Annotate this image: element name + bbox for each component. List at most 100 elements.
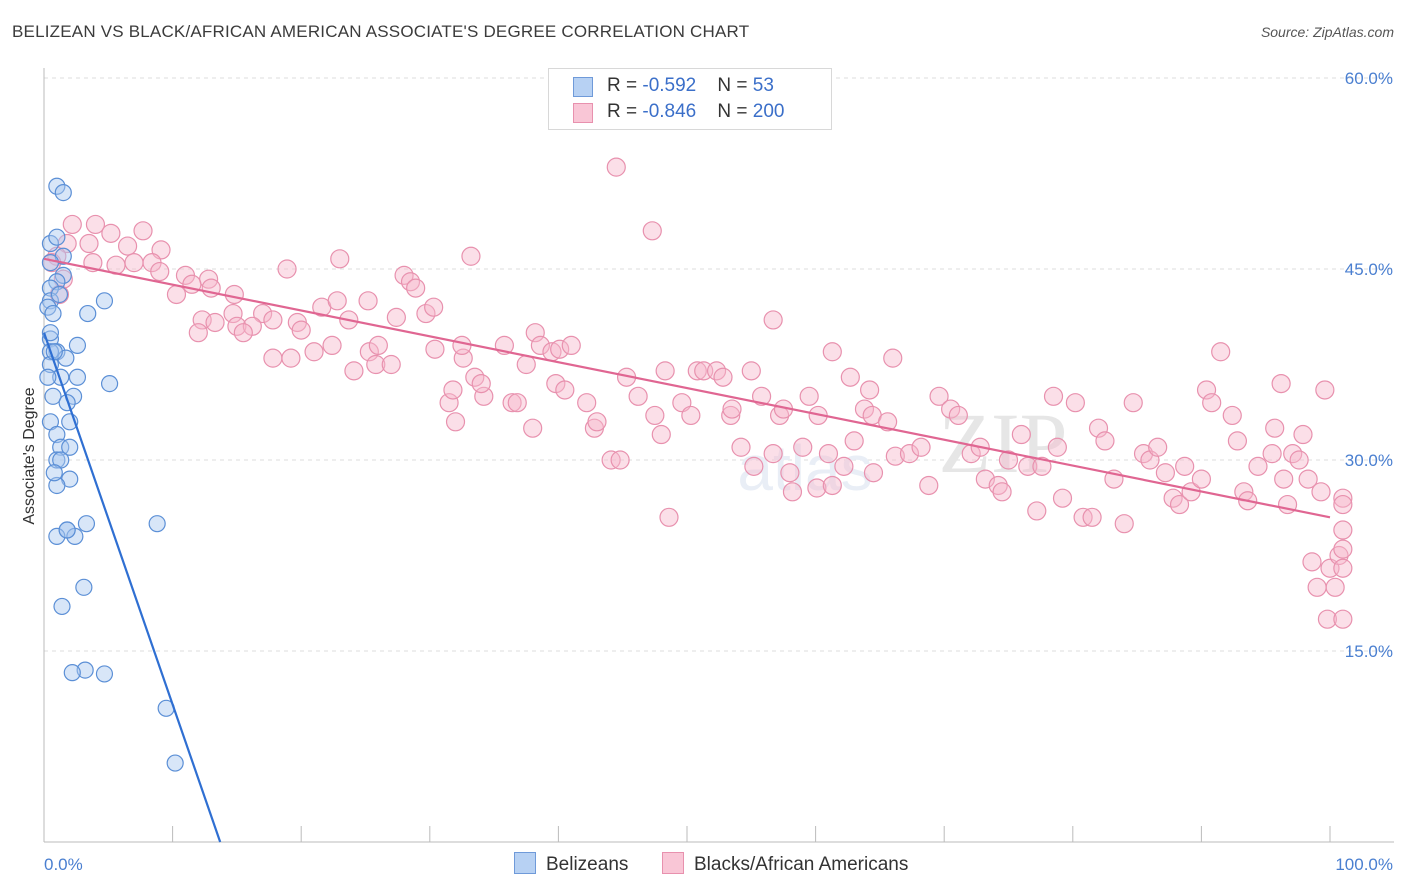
black-point — [327, 291, 347, 311]
black-point — [1222, 405, 1242, 426]
black-point — [577, 393, 597, 413]
axis-labels: 15.0% 30.0% 45.0% 60.0% 0.0% 100.0% Associate'… — [21, 69, 1393, 874]
black-point — [782, 482, 803, 502]
belizean-point — [48, 476, 66, 495]
black-point — [1289, 450, 1309, 470]
black-point — [651, 424, 671, 445]
trend-lines — [42, 257, 1331, 843]
belizean-point — [58, 521, 76, 539]
black-point — [304, 342, 324, 362]
black-point — [919, 475, 939, 496]
black-point — [1047, 437, 1067, 457]
black-point — [822, 342, 842, 362]
black-point — [642, 221, 662, 241]
black-point — [1333, 520, 1353, 540]
black-point — [799, 386, 819, 406]
bottom-swatch-black — [662, 852, 684, 874]
black-point — [263, 348, 283, 368]
legend-n-label: N = — [717, 75, 753, 96]
black-point — [507, 393, 527, 413]
black-point — [793, 437, 813, 457]
black-point — [1311, 482, 1331, 502]
black-point — [1095, 431, 1115, 451]
source-label: Source: ZipAtlas.com — [1260, 24, 1394, 40]
belizean-point — [50, 285, 69, 304]
black-point — [1298, 469, 1318, 489]
black-point — [818, 444, 839, 464]
black-point — [79, 233, 99, 254]
black-point — [85, 214, 106, 235]
black-point — [223, 303, 243, 324]
black-point — [1191, 469, 1212, 489]
black-point — [751, 386, 772, 406]
black-point — [400, 272, 421, 292]
black-point — [124, 253, 144, 273]
axes — [43, 68, 1394, 843]
belizean-point — [53, 597, 71, 616]
series-black-points — [42, 157, 1353, 629]
belizean-point — [48, 527, 66, 546]
black-point — [406, 278, 426, 298]
bottom-legend-label-black: Blacks/African Americans — [694, 854, 909, 875]
black-point — [1052, 488, 1073, 508]
black-point — [929, 386, 949, 406]
black-point — [443, 380, 463, 400]
black-point — [722, 399, 742, 419]
black-point — [471, 374, 491, 394]
black-point — [416, 303, 436, 324]
black-point — [281, 348, 301, 368]
stats-legend: R = -0.592 N = 53 R = -0.846 N = 200 — [548, 68, 832, 130]
black-point — [878, 412, 898, 432]
black-point — [1271, 374, 1291, 394]
black-point — [424, 297, 444, 317]
black-point — [1202, 393, 1222, 413]
bottom-legend-black: Blacks/African Americans — [662, 852, 908, 876]
black-point — [587, 412, 607, 432]
black-point — [425, 339, 445, 359]
black-point — [322, 335, 342, 355]
black-point — [1155, 463, 1175, 483]
belizean-point — [148, 515, 166, 533]
legend-r-value: -0.592 — [642, 75, 697, 96]
black-point — [628, 386, 648, 406]
belizean-point — [44, 387, 62, 405]
legend-n-value: 200 — [752, 101, 785, 122]
black-point — [681, 405, 701, 426]
series-belizean-points — [39, 177, 184, 772]
black-point — [188, 323, 208, 343]
black-point — [1333, 558, 1353, 578]
belizean-point — [77, 515, 96, 533]
belizean-point — [48, 451, 66, 469]
black-point — [561, 335, 581, 355]
black-point — [150, 261, 170, 282]
belizean-point — [68, 336, 87, 354]
black-point — [840, 367, 860, 387]
black-point — [233, 323, 253, 343]
black-point — [1169, 494, 1190, 515]
black-point — [899, 444, 920, 464]
trend-line-belizean — [42, 332, 222, 843]
black-point — [253, 303, 273, 324]
black-point — [452, 335, 472, 355]
black-point — [1315, 380, 1335, 400]
black-point — [780, 463, 800, 483]
black-point — [844, 431, 864, 451]
black-point — [1027, 501, 1047, 521]
belizean-point — [45, 464, 63, 482]
y-axis-title: Associate's Degree — [21, 387, 38, 524]
black-point — [263, 310, 283, 330]
black-point — [344, 361, 364, 381]
black-point — [1274, 469, 1294, 489]
belizean-point — [100, 375, 119, 393]
black-point — [860, 380, 880, 400]
legend-r-label: R = — [607, 75, 643, 96]
black-point — [133, 221, 153, 241]
black-point — [659, 507, 679, 527]
belizean-point — [48, 177, 66, 195]
black-point — [1262, 444, 1282, 464]
belizean-point — [95, 292, 114, 310]
black-point — [606, 157, 626, 177]
x-tick-label: 100.0% — [1335, 855, 1393, 874]
black-point — [721, 405, 741, 426]
